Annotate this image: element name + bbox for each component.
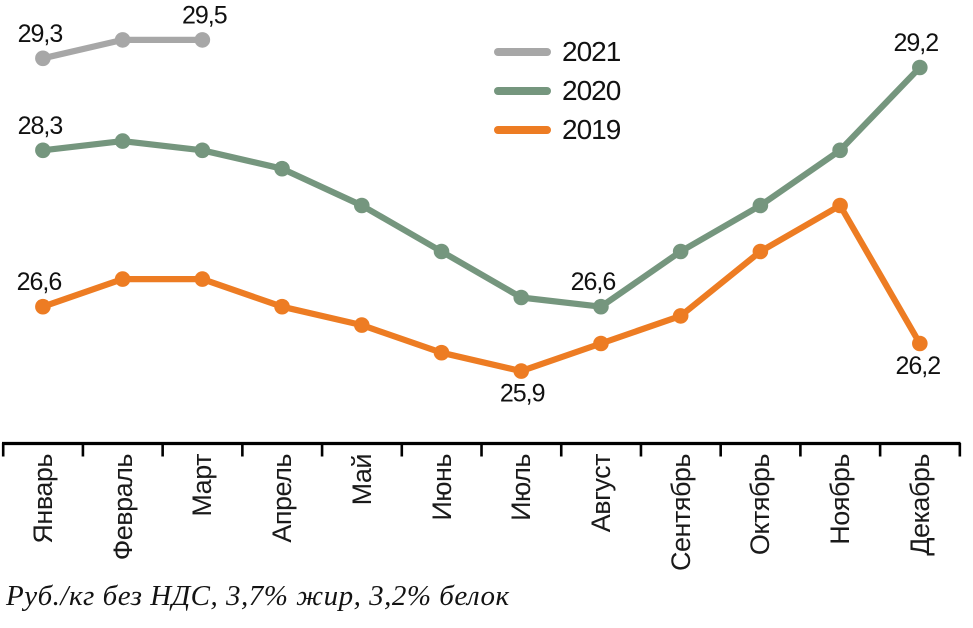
- chart-legend: 2021 2020 2019: [494, 32, 621, 149]
- data-point-2019: [513, 363, 530, 379]
- legend-label-2019: 2019: [562, 113, 621, 145]
- data-point-2020: [194, 142, 211, 159]
- data-point-2020: [274, 160, 290, 177]
- x-axis-label-text: Февраль: [107, 454, 138, 561]
- legend-item-2020: 2020: [494, 71, 621, 110]
- legend-swatch-2019: [494, 125, 551, 134]
- data-point-2020: [832, 142, 848, 159]
- legend-item-2019: 2019: [494, 110, 621, 149]
- data-point-2020: [353, 197, 370, 214]
- data-point-2021: [114, 32, 131, 48]
- legend-swatch-2020: [494, 86, 551, 95]
- x-axis-label-text: Сентябрь: [665, 454, 696, 571]
- data-point-2019: [752, 243, 769, 260]
- data-point-2020: [513, 289, 530, 306]
- chart-caption: Руб./кг без НДС, 3,7% жир, 3,2% белок: [6, 580, 510, 612]
- x-axis-label-month-2: Февраль: [107, 454, 138, 565]
- data-point-2020: [912, 59, 928, 76]
- data-point-2019: [114, 271, 131, 287]
- x-axis-label-month-1: Январь: [27, 454, 58, 549]
- point-label-2020: 28,3: [18, 112, 63, 140]
- x-axis-label-text: Октябрь: [745, 454, 776, 556]
- x-axis-label-month-7: Июль: [506, 454, 537, 526]
- data-point-2019: [274, 298, 290, 315]
- data-point-2021: [194, 32, 211, 48]
- x-axis-label-month-11: Ноябрь: [824, 454, 855, 550]
- point-label-2021: 29,3: [18, 20, 63, 48]
- x-axis-label-month-10: Октябрь: [745, 454, 776, 560]
- point-label-2019: 26,6: [17, 268, 62, 296]
- data-point-2020: [35, 142, 51, 159]
- data-point-2019: [593, 335, 609, 352]
- series-line-2019: [39, 202, 923, 375]
- legend-item-2021: 2021: [494, 32, 621, 71]
- data-point-2020: [433, 243, 450, 260]
- x-axis-label-month-5: Май: [346, 454, 377, 510]
- x-axis-label-text: Июнь: [426, 454, 457, 521]
- point-label-2020: 26,6: [571, 268, 616, 296]
- point-label-2019: 26,2: [895, 352, 940, 380]
- series-line-2020: [39, 64, 923, 310]
- point-label-2020: 29,2: [893, 29, 938, 57]
- point-label-2019: 25,9: [500, 380, 545, 408]
- data-point-2020: [114, 133, 131, 149]
- data-point-2020: [752, 197, 769, 214]
- data-point-2020: [672, 243, 689, 260]
- legend-label-2021: 2021: [562, 35, 621, 67]
- data-point-2019: [353, 317, 370, 333]
- data-point-2019: [35, 298, 51, 315]
- legend-label-2020: 2020: [562, 74, 621, 106]
- data-point-2019: [672, 308, 689, 324]
- x-axis-label-text: Декабрь: [904, 454, 935, 556]
- x-axis-label-text: Апрель: [266, 454, 297, 543]
- x-axis-label-month-8: Август: [585, 454, 616, 537]
- data-point-2019: [194, 271, 211, 287]
- data-point-2020: [593, 298, 609, 315]
- point-label-2021: 29,5: [182, 1, 227, 29]
- x-axis-label-text: Август: [585, 454, 616, 533]
- data-point-2019: [433, 344, 450, 361]
- x-axis-label-text: Май: [346, 454, 377, 506]
- x-axis-label-text: Март: [187, 454, 218, 517]
- data-point-2021: [35, 50, 51, 67]
- x-axis-label-month-9: Сентябрь: [665, 454, 696, 576]
- x-axis-label-text: Июль: [506, 454, 537, 521]
- x-axis-label-month-3: Март: [187, 454, 218, 522]
- x-axis-label-text: Ноябрь: [824, 454, 855, 545]
- data-point-2019: [832, 197, 848, 214]
- data-point-2019: [912, 335, 928, 352]
- x-axis-label-month-6: Июнь: [426, 454, 457, 526]
- x-axis-label-month-4: Апрель: [266, 454, 297, 548]
- legend-swatch-2021: [494, 47, 551, 56]
- x-axis-label-month-12: Декабрь: [904, 454, 935, 561]
- x-axis-label-text: Январь: [27, 454, 58, 544]
